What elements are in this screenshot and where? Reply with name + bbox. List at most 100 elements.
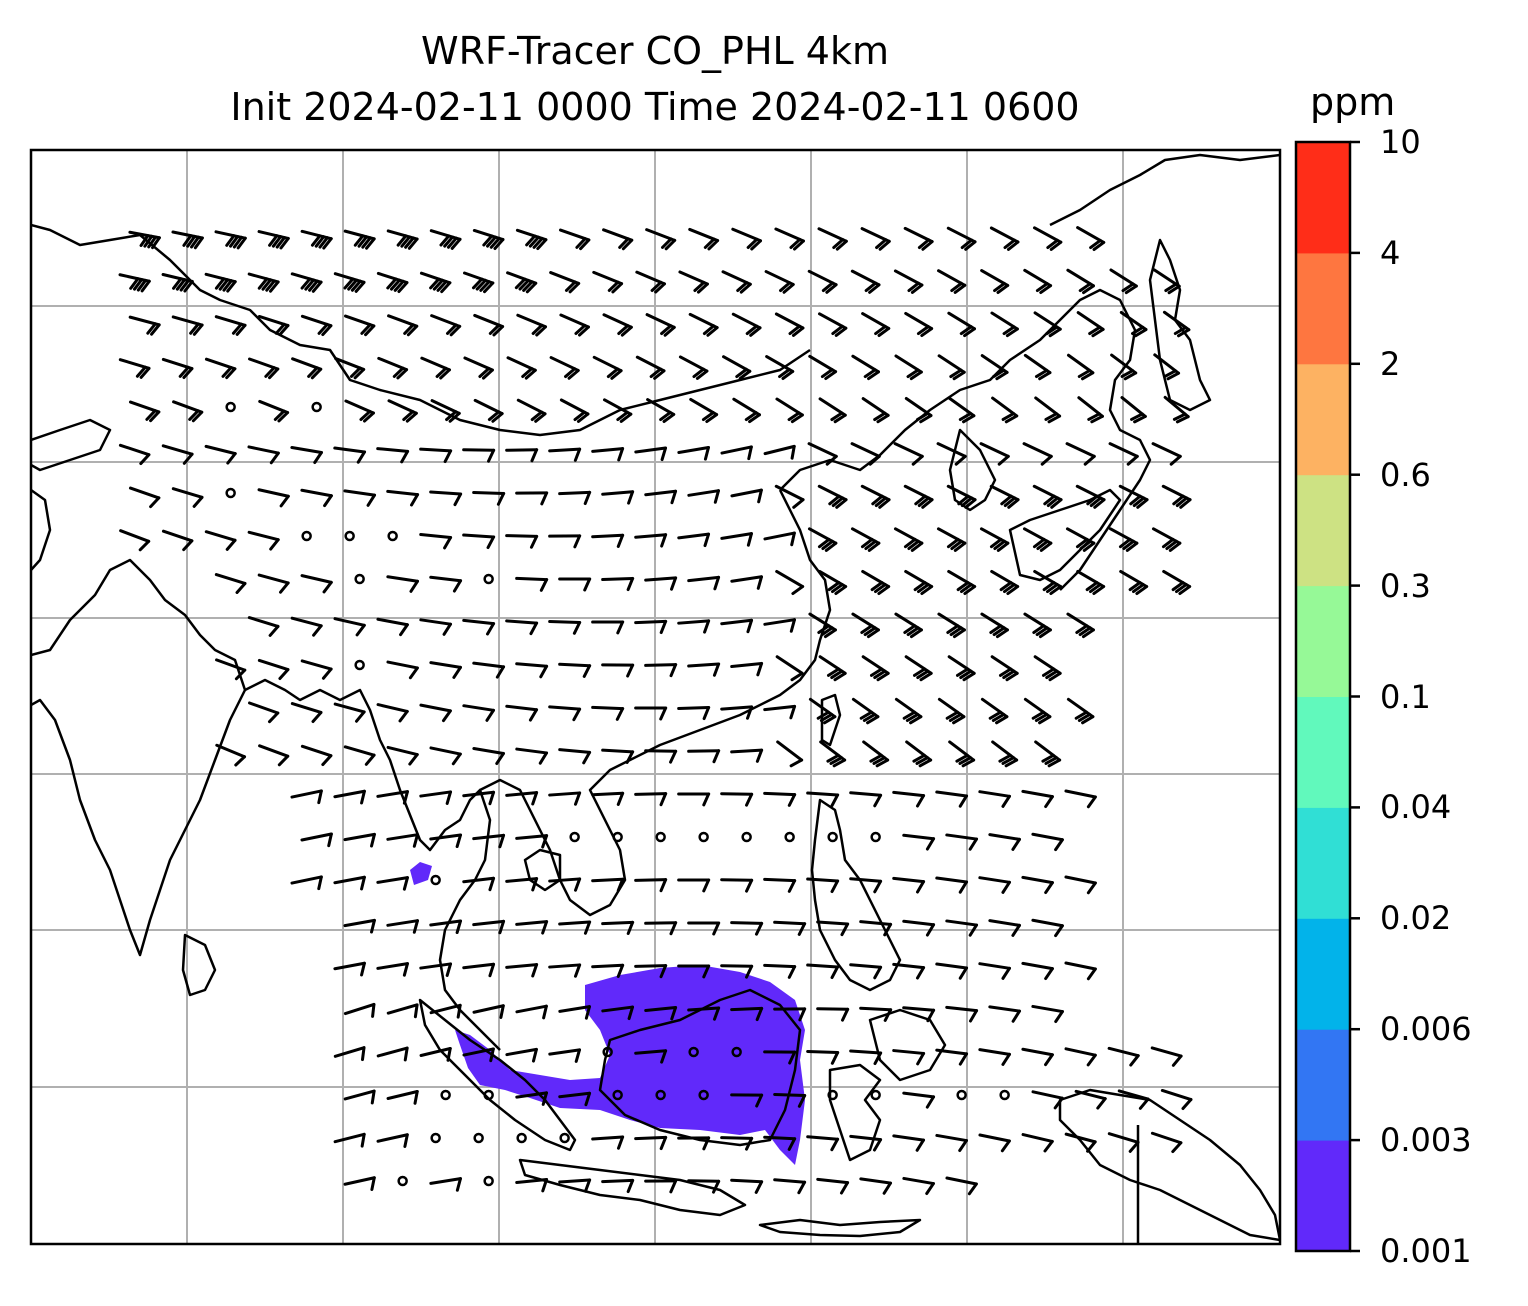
wind-barb: [387, 314, 419, 337]
wind-barb: [980, 612, 1009, 639]
wind-barb: [849, 1049, 883, 1066]
coast-sulawesi: [828, 1063, 882, 1162]
wind-barb: [979, 442, 1010, 466]
coast-taiwan: [820, 693, 842, 747]
wind-barb: [1065, 527, 1096, 552]
coast-northeast: [1049, 153, 1280, 227]
wind-barb: [850, 442, 881, 466]
wind-barb: [677, 792, 711, 807]
wind-barb: [558, 1178, 592, 1193]
wind-barb: [904, 311, 934, 338]
coast-japan: [1008, 488, 1122, 582]
wind-barb: [591, 533, 625, 548]
wind-barb: [300, 229, 333, 250]
wind-barb: [429, 661, 462, 679]
wind-barb: [730, 1006, 764, 1022]
wind-barb: [419, 1047, 452, 1062]
wind-barb: [516, 398, 547, 423]
colorbar-tick-label: 0.04: [1380, 788, 1452, 827]
colorbar: [1294, 140, 1360, 1253]
wind-barb: [1032, 226, 1063, 251]
wind-barb: [462, 962, 496, 978]
wind-barb: [644, 576, 678, 591]
wind-barb: [904, 655, 933, 682]
wind-barb: [860, 484, 891, 509]
wind-barb: [720, 618, 754, 634]
wind-barb: [429, 746, 462, 766]
plume-small: [410, 862, 432, 885]
wind-barb: [558, 228, 591, 251]
wind-barb: [505, 1047, 538, 1063]
wind-barb: [548, 791, 582, 806]
wind-barb: [816, 1177, 850, 1195]
wind-barb: [698, 831, 709, 843]
wind-barb: [591, 963, 625, 978]
wind-barb: [354, 659, 365, 671]
wind-barb: [698, 1089, 709, 1101]
wind-barb: [225, 401, 236, 413]
wind-barb: [773, 1092, 807, 1108]
wind-barb: [161, 357, 194, 380]
wind-barb: [472, 491, 506, 506]
wind-barb: [601, 1178, 635, 1194]
wind-barb: [602, 1046, 613, 1058]
wind-barb: [516, 313, 547, 337]
wind-barb: [687, 662, 721, 677]
wind-barb: [204, 444, 237, 465]
wind-barb: [462, 448, 496, 463]
wind-barb: [763, 444, 796, 460]
wind-barb: [1064, 961, 1097, 981]
coast-srilanka: [181, 933, 217, 997]
wind-barb: [817, 227, 848, 251]
wind-barb: [376, 1133, 409, 1148]
wind-barb: [870, 831, 881, 843]
wind-barb: [937, 612, 966, 639]
wind-barb: [655, 831, 666, 843]
wind-barb: [483, 1089, 494, 1101]
wind-barb: [849, 791, 883, 808]
wind-barb: [936, 527, 967, 552]
wind-barb: [515, 920, 549, 935]
wind-barb: [730, 921, 764, 936]
wind-barb: [903, 226, 934, 251]
wind-barb: [171, 315, 204, 336]
colorbar-tick-label: 0.1: [1380, 677, 1431, 716]
wind-barb: [807, 527, 838, 552]
wind-barb: [516, 1132, 527, 1144]
wind-barb: [343, 489, 376, 507]
wind-barb: [505, 448, 539, 463]
wind-barb: [1162, 310, 1191, 338]
wind-barb: [1108, 442, 1139, 466]
wind-barb: [991, 740, 1019, 768]
wind-barb: [463, 356, 494, 380]
colorbar-segment-3: [1296, 807, 1350, 919]
wind-barb: [472, 228, 505, 250]
wind-barb: [817, 484, 848, 509]
wind-barb: [687, 489, 720, 504]
wind-barb: [859, 1177, 893, 1195]
wind-barb: [1033, 311, 1062, 338]
wind-barb: [1066, 353, 1095, 381]
wind-barb: [118, 443, 151, 466]
wind-barb: [612, 1089, 623, 1101]
wind-barb: [1065, 442, 1096, 466]
wind-barb: [764, 270, 795, 294]
wind-barb: [1033, 655, 1062, 682]
wind-barb: [678, 355, 709, 380]
wind-barb: [894, 612, 923, 639]
wind-barb: [978, 1133, 1011, 1153]
wind-barb: [980, 354, 1009, 381]
wind-barb: [689, 397, 719, 424]
wind-barb: [248, 357, 280, 380]
wind-barb: [774, 484, 805, 509]
wind-barb: [515, 834, 549, 849]
wind-barb: [515, 1004, 548, 1020]
wind-barb: [773, 1178, 807, 1195]
wind-barb: [1064, 789, 1097, 809]
wind-barb: [775, 397, 804, 424]
wind-barb: [859, 1006, 893, 1022]
wind-barb: [505, 877, 539, 892]
wind-barb: [333, 272, 366, 293]
wind-barb: [601, 1005, 635, 1021]
